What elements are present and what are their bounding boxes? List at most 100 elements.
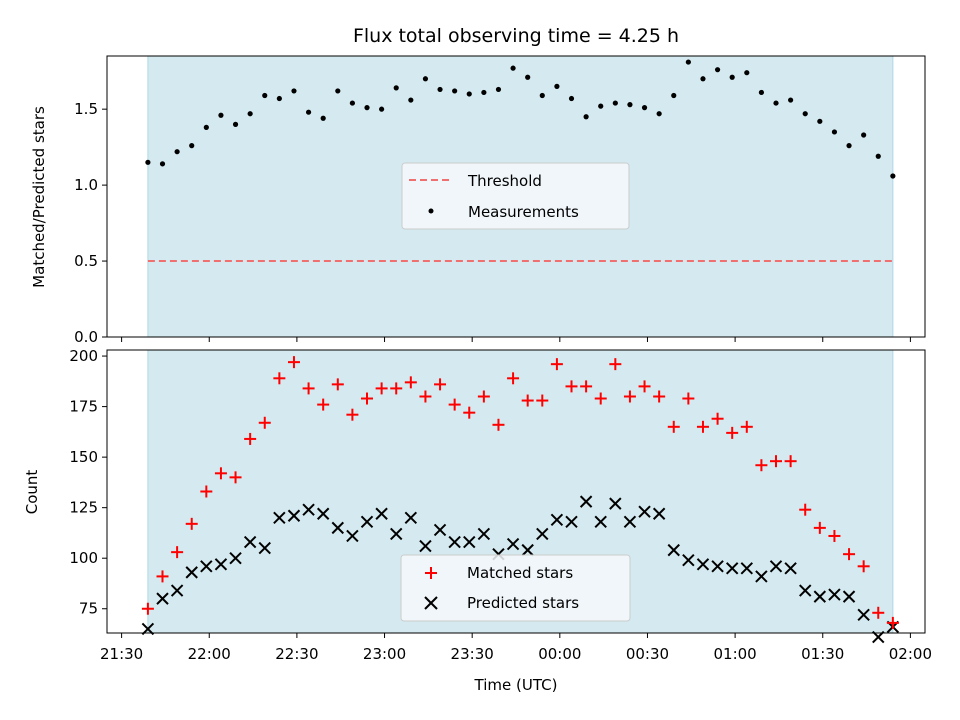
measurement-point [305,109,312,115]
predicted-star-point [346,529,359,543]
legend-predicted-label: Predicted stars [467,594,579,612]
predicted-star-point [419,539,432,553]
predicted-star-point [696,558,710,571]
predicted-star-point [842,590,856,603]
ratio-legend: Threshold Measurements [401,162,630,230]
measurement-point [671,92,677,99]
count-legend: Matched stars Predicted stars [400,554,631,622]
measurement-point [802,111,808,117]
predicted-star-point [316,507,330,520]
measurement-point [612,100,618,106]
predicted-star-point [638,505,651,518]
matched-star-point [287,356,300,369]
measurement-point [189,143,195,149]
predicted-star-point [711,560,724,573]
legend-measurements-swatch [428,208,434,214]
matched-star-point [799,503,812,516]
matched-star-point [667,420,680,433]
count-y-ticks: 75 100 125 150 175 200 [69,347,107,618]
measurement-point [495,86,502,93]
predicted-star-point [521,543,534,557]
matched-star-point [258,416,271,429]
matched-star-point [843,548,856,561]
predicted-star-point [375,507,388,520]
count-x-tick-label: 02:00 [889,645,932,663]
matched-star-point [317,398,330,411]
matched-star-point [434,378,447,391]
predicted-star-point [536,527,549,541]
measurement-point [583,114,589,120]
predicted-star-point [404,511,418,524]
predicted-star-point [682,554,695,567]
matched-star-point [492,418,505,431]
predicted-star-point [463,535,476,549]
count-y-tick-label: 175 [69,398,98,416]
ratio-legend-box [401,162,630,230]
matched-star-point [214,467,227,480]
predicted-star-point [828,588,841,601]
matched-star-point [550,358,563,371]
legend-matched-swatch [425,567,437,579]
predicted-star-point [258,541,271,555]
matched-star-point [623,390,636,403]
matched-star-point [711,412,724,425]
measurement-point [276,95,282,102]
matched-star-point [857,560,870,573]
count-y-tick-label: 75 [79,600,98,618]
measurement-point [320,115,326,121]
predicted-star-point [857,608,870,622]
matched-star-point [536,394,549,407]
measurement-point [218,112,224,118]
predicted-star-point [667,543,680,557]
matched-star-point [507,372,520,385]
matched-star-point [594,392,607,405]
predicted-star-point [243,535,257,549]
matched-star-point [726,426,739,439]
predicted-star-point [506,537,520,551]
matched-star-point [244,432,257,445]
predicted-star-point [799,584,812,597]
measurement-point [773,100,779,106]
predicted-star-point [273,511,286,524]
ratio-plot-frame [106,55,926,338]
measurement-point [890,173,896,179]
ratio-y-tick-label: 0.5 [74,252,98,270]
ratio-y-tick-label: 1.0 [74,176,98,194]
measurement-point [846,143,852,149]
predicted-star-point [302,503,315,516]
measurement-point [203,124,209,130]
measurement-point [247,111,253,117]
measurement-point [641,105,648,111]
matched-star-point [419,390,432,403]
count-x-ticks: 21:30 22:00 22:30 23:00 23:30 00:00 00:30 01:00… [100,633,932,663]
x-axis-label: Time (UTC) [474,676,558,694]
measurement-point [627,102,633,108]
predicted-star-point [448,535,461,549]
matched-star-point [185,517,198,530]
predicted-star-point [200,560,213,573]
measurement-point [349,100,355,106]
matched-star-point [390,382,403,395]
measurement-point [875,153,881,159]
measurement-point [452,88,458,94]
measurement-point [174,149,180,155]
predicted-stars-points [141,495,900,644]
matched-star-point [302,382,315,395]
count-x-tick-label: 23:00 [363,645,406,663]
predicted-star-point [156,592,169,605]
predicted-star-point [433,523,447,537]
predicted-star-point [287,509,301,522]
count-legend-box [400,554,631,622]
predicted-star-point [331,521,344,535]
matched-star-point [696,420,709,433]
predicted-star-point [652,507,666,520]
matched-star-point [346,408,359,421]
predicted-star-point [579,495,593,508]
predicted-star-point [740,562,753,575]
count-y-axis-label: Count [23,470,41,515]
matched-star-point [200,485,213,498]
matched-star-point [448,398,461,411]
predicted-star-point [725,562,739,575]
measurement-point [817,118,823,124]
predicted-star-point [594,515,607,529]
